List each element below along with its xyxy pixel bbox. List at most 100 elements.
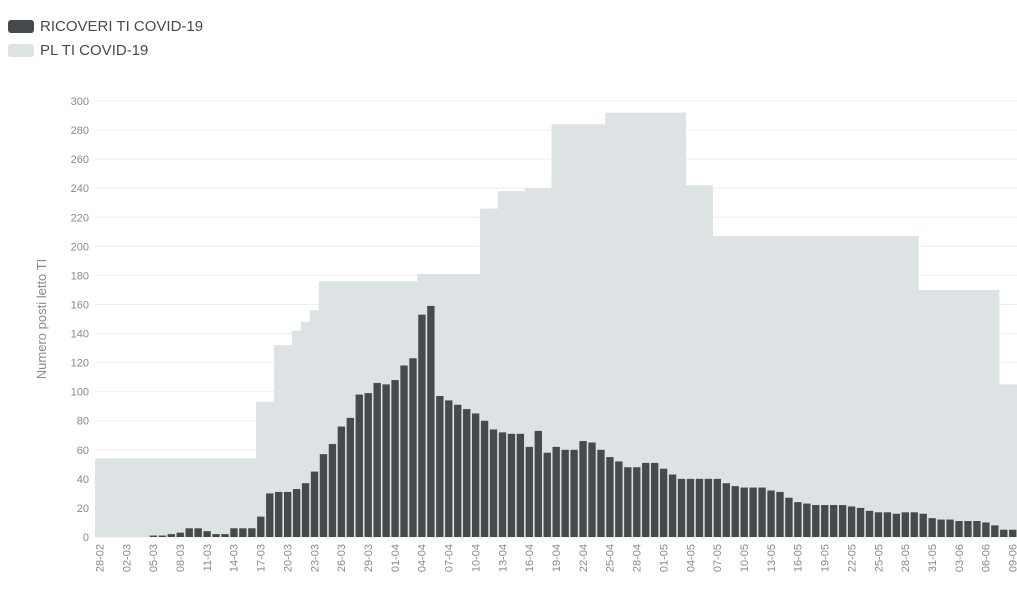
bar-ricoveri [212, 534, 220, 537]
bar-pl [694, 185, 704, 537]
bar-ricoveri [695, 478, 704, 537]
bar-ricoveri [239, 528, 247, 537]
bar-ricoveri [364, 393, 372, 537]
bar-pl [596, 124, 606, 538]
bar-pl [497, 191, 508, 537]
bar-pl [569, 124, 579, 538]
bar-ricoveri [901, 512, 909, 537]
bar-ricoveri [740, 487, 748, 537]
bar-ricoveri [167, 534, 175, 537]
bar-ricoveri [946, 519, 954, 537]
bar-pl [846, 236, 857, 537]
bar-pl [748, 236, 758, 537]
bar-ricoveri [463, 409, 471, 537]
x-tick-label: 10-04 [470, 544, 482, 572]
x-tick-label: 28-05 [900, 544, 912, 572]
bar-pl [238, 458, 248, 537]
bar-pl [309, 310, 320, 537]
bar-ricoveri [919, 513, 927, 537]
bar-pl [829, 236, 839, 537]
x-tick-label: 01-05 [658, 544, 670, 572]
x-tick-label: 01-04 [390, 544, 402, 572]
bar-pl [470, 273, 481, 537]
bar-ricoveri [454, 404, 462, 537]
bar-ricoveri [525, 446, 534, 537]
bar-pl [202, 458, 212, 537]
bar-pl [578, 124, 588, 538]
legend-swatch-pl [8, 43, 34, 57]
bar-pl [999, 384, 1009, 537]
x-tick-label: 25-04 [605, 544, 617, 572]
bar-ricoveri [185, 528, 193, 537]
bar-pl [336, 281, 346, 537]
bar-ricoveri [436, 396, 444, 537]
bar-ricoveri [785, 497, 793, 537]
x-tick-label: 09-06 [1008, 544, 1017, 572]
bar-pl [479, 208, 490, 537]
bar-ricoveri [776, 491, 784, 537]
bar-ricoveri [955, 521, 963, 537]
bar-ricoveri [892, 513, 901, 537]
bar-ricoveri [409, 358, 417, 537]
bar-ricoveri [543, 452, 551, 537]
x-tick-label: 04-04 [417, 544, 429, 572]
bar-pl [148, 458, 158, 537]
bar-ricoveri [310, 471, 319, 537]
legend-label-ricoveri: RICOVERI TI COVID-19 [40, 17, 204, 35]
bar-pl [990, 289, 1000, 537]
y-tick-label: 200 [71, 241, 89, 253]
bar-pl [784, 236, 794, 537]
x-tick-label: 19-05 [820, 544, 832, 572]
bar-pl [265, 401, 275, 537]
y-tick-label: 20 [77, 503, 89, 515]
x-tick-label: 20-03 [282, 544, 294, 572]
bar-ricoveri [355, 394, 363, 537]
bar-ricoveri [391, 380, 399, 537]
bar-pl [211, 458, 221, 537]
bar-ricoveri [248, 528, 256, 537]
legend-item-ricoveri[interactable]: RICOVERI TI COVID-19 [8, 14, 203, 38]
bar-pl [802, 236, 812, 537]
bar-pl [345, 281, 355, 537]
bar-ricoveri [149, 535, 158, 537]
bar-ricoveri [266, 493, 274, 537]
bar-pl [587, 124, 597, 538]
bar-ricoveri [400, 365, 408, 537]
y-tick-label: 0 [83, 532, 89, 544]
y-tick-label: 140 [71, 329, 89, 341]
bar-ricoveri [883, 512, 892, 537]
bar-ricoveri [1000, 529, 1008, 537]
x-tick-label: 08-03 [175, 544, 187, 572]
bar-ricoveri [803, 503, 811, 537]
bar-pl [229, 458, 239, 537]
bar-ricoveri [230, 528, 238, 537]
bar-ricoveri [973, 521, 981, 537]
bar-pl [462, 273, 472, 537]
bar-ricoveri [445, 400, 453, 537]
bar-pl [793, 236, 803, 537]
bar-ricoveri [597, 449, 605, 537]
x-tick-label: 19-04 [551, 544, 563, 572]
bar-ricoveri [731, 486, 739, 537]
bar-ricoveri [615, 461, 623, 537]
bar-ricoveri [337, 426, 346, 537]
bar-ricoveri [301, 483, 310, 537]
x-tick-label: 06-06 [981, 544, 993, 572]
bar-pl [103, 458, 114, 537]
bar-ricoveri [704, 478, 713, 537]
bar-ricoveri [382, 384, 390, 537]
bar-pl [300, 321, 311, 537]
bar-pl [112, 458, 123, 537]
bar-pl [157, 458, 167, 537]
bar-ricoveri [865, 510, 874, 537]
bar-pl [130, 458, 141, 537]
x-tick-label: 26-03 [336, 544, 348, 572]
bar-ricoveri [722, 483, 730, 537]
x-tick-label: 25-05 [873, 544, 885, 572]
legend-item-pl[interactable]: PL TI COVID-19 [8, 38, 203, 62]
bar-pl [972, 289, 982, 537]
bar-pl [175, 458, 185, 537]
bar-pl [855, 236, 866, 537]
bar-pl [873, 236, 884, 537]
